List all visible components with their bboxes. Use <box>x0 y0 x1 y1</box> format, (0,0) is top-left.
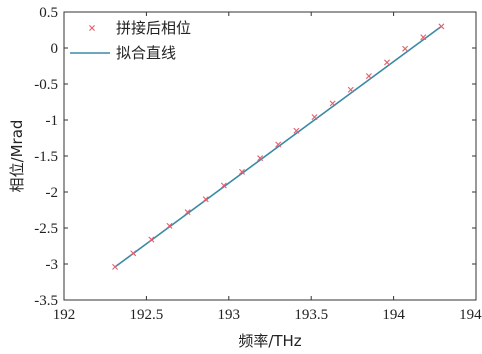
marker-stroke <box>329 100 336 107</box>
marker-stroke <box>365 73 372 80</box>
marker-stroke <box>166 222 173 229</box>
x-tick-label: 192.5 <box>130 307 164 323</box>
y-tick-label: -0.5 <box>34 77 58 93</box>
data-point <box>238 168 245 175</box>
data-point <box>112 263 119 270</box>
marker-stroke <box>257 155 264 162</box>
y-axis-title: 相位/Mrad <box>8 120 26 193</box>
legend-label-phase: 拼接后相位 <box>116 19 191 37</box>
marker-stroke <box>347 86 354 93</box>
marker-stroke <box>384 59 390 66</box>
y-tick-label: -2.5 <box>34 221 58 237</box>
legend-marker-scatter <box>89 25 95 31</box>
data-point <box>347 86 354 93</box>
fit-line <box>114 25 442 268</box>
data-point <box>220 182 227 189</box>
x-axis: 192 192.5 193 193.5 194 194.5 <box>53 12 482 323</box>
data-point <box>130 250 137 257</box>
data-point <box>402 45 409 52</box>
y-tick-label: 0 <box>51 41 59 57</box>
data-point <box>184 209 191 216</box>
y-axis: 0.5 0 -0.5 -1 -1.5 -2 -2.5 -3 -3.5 <box>34 5 476 309</box>
x-tick-label: 192 <box>53 307 76 323</box>
y-tick-label: -2 <box>46 185 59 201</box>
x-tick-label: 193.5 <box>294 307 328 323</box>
marker-stroke <box>148 236 155 243</box>
y-tick-label: -1.5 <box>34 149 58 165</box>
data-point <box>148 236 155 243</box>
marker-stroke <box>293 127 300 134</box>
y-tick-label: -3 <box>46 257 59 273</box>
marker-stroke <box>130 250 137 257</box>
marker-stroke <box>112 263 119 270</box>
data-point <box>438 23 445 30</box>
data-point <box>293 127 300 134</box>
legend-x-marker <box>89 25 95 31</box>
marker-stroke <box>420 34 427 41</box>
data-point <box>202 196 209 203</box>
data-point <box>311 114 318 121</box>
y-tick-label: -1 <box>46 113 59 129</box>
marker-stroke <box>220 182 227 189</box>
data-series <box>112 23 445 270</box>
marker-stroke <box>89 25 95 31</box>
marker-stroke <box>438 23 445 30</box>
data-point <box>257 155 264 162</box>
y-tick-label: -3.5 <box>34 293 58 309</box>
marker-stroke <box>311 114 318 121</box>
legend-label-fit: 拟合直线 <box>116 44 176 62</box>
x-axis-title: 频率/THz <box>238 332 301 350</box>
marker-stroke <box>402 45 409 52</box>
x-tick-label: 194.5 <box>459 307 482 323</box>
data-point <box>365 73 372 80</box>
data-point <box>329 100 336 107</box>
legend: 拼接后相位 拟合直线 <box>70 19 191 62</box>
marker-stroke <box>275 141 282 148</box>
marker-stroke <box>238 168 245 175</box>
data-point <box>166 222 173 229</box>
data-point <box>420 34 427 41</box>
y-tick-label: 0.5 <box>39 5 58 21</box>
marker-stroke <box>184 209 191 216</box>
marker-stroke <box>202 196 209 203</box>
data-point <box>384 59 390 66</box>
data-point <box>275 141 282 148</box>
x-tick-label: 194 <box>382 307 405 323</box>
x-tick-label: 193 <box>218 307 241 323</box>
